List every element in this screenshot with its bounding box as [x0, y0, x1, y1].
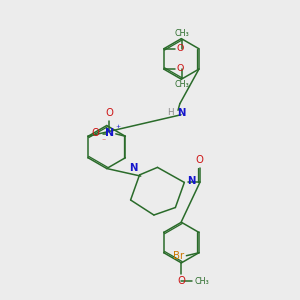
- Text: O: O: [176, 64, 184, 73]
- Text: O: O: [177, 276, 185, 286]
- Text: CH₃: CH₃: [195, 277, 209, 286]
- Text: CH₃: CH₃: [175, 29, 190, 38]
- Text: O: O: [176, 44, 184, 53]
- Text: ⁻: ⁻: [101, 136, 106, 145]
- Text: N: N: [177, 108, 185, 118]
- Text: N: N: [105, 128, 114, 138]
- Text: +: +: [116, 124, 121, 128]
- Text: CH₃: CH₃: [175, 80, 190, 89]
- Text: O: O: [91, 128, 99, 138]
- Text: H: H: [167, 108, 173, 117]
- Text: O: O: [196, 155, 204, 165]
- Text: Br: Br: [173, 251, 184, 261]
- Text: O: O: [106, 108, 113, 118]
- Text: N: N: [187, 176, 195, 186]
- Text: N: N: [129, 163, 138, 172]
